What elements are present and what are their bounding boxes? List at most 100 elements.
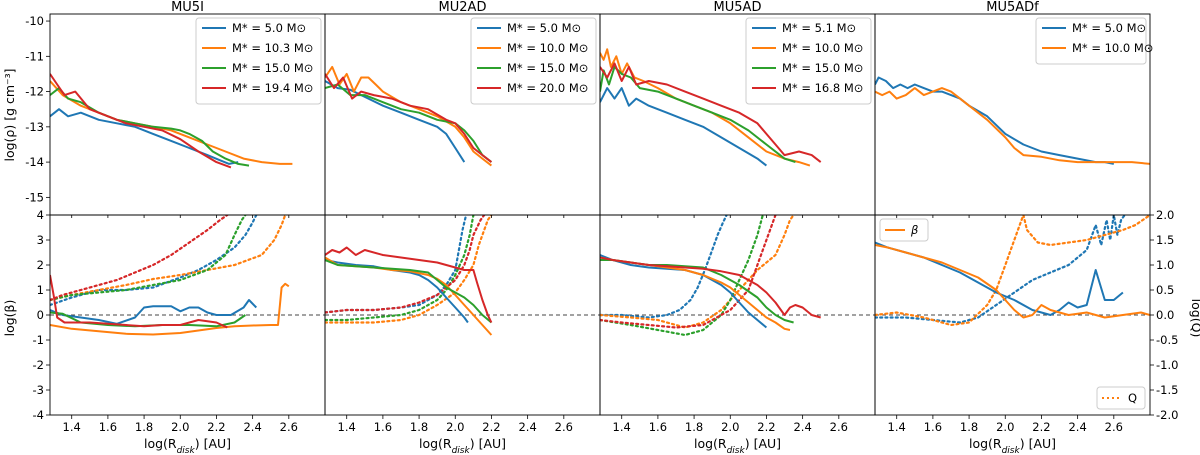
xlabel-suffix: ) [AU] — [470, 436, 506, 451]
beta-line-3 — [600, 256, 821, 319]
beta-legend: β — [879, 218, 929, 242]
x-tick-label: 2.6 — [830, 420, 848, 434]
x-tick-label: 1.6 — [99, 420, 117, 434]
q-line-3 — [50, 215, 229, 302]
density-series-group — [600, 48, 822, 167]
x-tick-label: 1.6 — [374, 420, 392, 434]
top-y-tick-label: -11 — [25, 49, 44, 63]
top-legend: M* = 5.0 M⊙ M* = 10.0 M⊙ M* = 15.0 M⊙ M* = … — [470, 17, 597, 105]
panel-mu5adf: MU5ADf 1.4 1.6 1.8 2.0 2.2 2.4 2.6 log(Rdisk) [A… — [874, 0, 1178, 455]
panel-title: MU5I — [171, 0, 204, 15]
beta-line-1 — [50, 282, 290, 336]
q-y-tick-label: 0.0 — [1156, 308, 1174, 322]
x-tick-label: 2.6 — [1105, 420, 1123, 434]
x-axis-label: log(Rdisk) [AU] — [419, 436, 506, 455]
legend-box — [745, 17, 872, 105]
xlabel-prefix: log(R — [419, 436, 452, 451]
q-legend-label: Q — [1128, 391, 1137, 405]
x-axis-label: log(Rdisk) [AU] — [969, 436, 1056, 455]
xlabel-suffix: ) [AU] — [195, 436, 231, 451]
x-tick-label: 1.4 — [888, 420, 906, 434]
density-line-3 — [325, 73, 493, 163]
legend-label: M* = 5.0 M⊙ — [507, 21, 581, 35]
density-line-2 — [600, 65, 796, 164]
density-line-0 — [50, 108, 239, 165]
x-tick-label: 1.6 — [649, 420, 667, 434]
density-line-3 — [50, 73, 232, 169]
beta-y-tick-label: 3 — [37, 233, 44, 247]
panel-title: MU5AD — [714, 0, 762, 15]
q-y-tick-label: 1.5 — [1156, 233, 1174, 247]
q-y-tick-label: -2.0 — [1156, 408, 1178, 422]
x-tick-label: 2.2 — [757, 420, 775, 434]
q-line-2 — [50, 215, 247, 302]
top-y-tick-label: -10 — [25, 14, 44, 28]
beta-line-0 — [325, 259, 469, 324]
q-line-0 — [875, 215, 1126, 324]
density-line-0 — [875, 76, 1114, 165]
beta-line-2 — [325, 259, 493, 324]
x-tick-label: 1.8 — [960, 420, 978, 434]
density-line-2 — [325, 83, 493, 163]
density-line-1 — [875, 87, 1150, 165]
x-tick-label: 2.0 — [171, 420, 189, 434]
beta-line-1 — [875, 244, 1150, 319]
legend-label: M* = 20.0 M⊙ — [507, 81, 588, 95]
bottom-ylabel-left: log(β) — [2, 300, 17, 337]
x-tick-label: 2.0 — [996, 420, 1014, 434]
q-y-tick-label: 0.5 — [1156, 283, 1174, 297]
xlabel-prefix: log(R — [144, 436, 177, 451]
density-line-1 — [50, 80, 293, 165]
panel-mu5ad: MU5AD 1.4 1.6 1.8 2.0 2.2 2.4 2.6 log(Rdisk) [AU… — [599, 0, 876, 455]
legend-label: M* = 5.0 M⊙ — [232, 21, 306, 35]
density-line-2 — [50, 87, 250, 167]
xlabel-suffix: ) [AU] — [745, 436, 781, 451]
legend-label: M* = 16.8 M⊙ — [782, 81, 863, 95]
beta-y-tick-label: -4 — [33, 408, 44, 422]
density-series-group — [50, 73, 293, 169]
x-axis-label: log(Rdisk) [AU] — [694, 436, 781, 455]
x-tick-label: 1.8 — [410, 420, 428, 434]
top-legend: M* = 5.1 M⊙ M* = 10.0 M⊙ M* = 15.0 M⊙ M* = … — [745, 17, 872, 105]
beta-y-tick-label: 2 — [37, 258, 44, 272]
beta-q-series-group — [325, 215, 493, 336]
q-line-1 — [875, 215, 1150, 327]
beta-line-0 — [50, 299, 258, 325]
q-y-tick-label: -0.5 — [1156, 333, 1178, 347]
xlabel-prefix: log(R — [969, 436, 1002, 451]
beta-legend-label: β — [910, 223, 918, 237]
x-tick-label: 2.0 — [446, 420, 464, 434]
density-series-group — [875, 76, 1150, 165]
top-legend: M* = 5.0 M⊙ M* = 10.3 M⊙ M* = 15.0 M⊙ M* = … — [195, 17, 322, 105]
beta-q-series-group — [875, 215, 1150, 327]
q-y-tick-label: 2.0 — [1156, 208, 1174, 222]
q-y-tick-label: -1.5 — [1156, 383, 1178, 397]
legend-label: M* = 19.4 M⊙ — [232, 81, 313, 95]
beta-y-tick-label: 0 — [37, 308, 44, 322]
x-tick-label: 1.4 — [63, 420, 81, 434]
shared-labels: log(ρ) [g cm⁻³] log(β) log(Q) — [2, 68, 1200, 337]
beta-y-tick-label: 4 — [37, 208, 44, 222]
beta-y-tick-label: -2 — [33, 358, 44, 372]
x-tick-label: 1.4 — [338, 420, 356, 434]
density-line-1 — [600, 48, 811, 167]
x-tick-label: 1.8 — [135, 420, 153, 434]
beta-line-3 — [50, 274, 228, 329]
x-tick-label: 1.8 — [685, 420, 703, 434]
beta-y-tick-label: -1 — [33, 333, 44, 347]
xlabel-subscript: disk — [177, 446, 196, 455]
top-ylabel: log(ρ) [g cm⁻³] — [2, 68, 17, 161]
q-legend: Q — [1096, 386, 1146, 410]
density-line-0 — [600, 87, 768, 167]
legend-label: M* = 10.0 M⊙ — [507, 41, 588, 55]
xlabel-suffix: ) [AU] — [1020, 436, 1056, 451]
x-tick-label: 2.4 — [518, 420, 536, 434]
density-line-3 — [600, 62, 822, 163]
legend-label: M* = 10.0 M⊙ — [782, 41, 863, 55]
xlabel-subscript: disk — [452, 446, 471, 455]
beta-y-tick-label: -3 — [33, 383, 44, 397]
x-tick-label: 1.4 — [613, 420, 631, 434]
x-tick-label: 2.4 — [243, 420, 261, 434]
xlabel-subscript: disk — [1002, 446, 1021, 455]
